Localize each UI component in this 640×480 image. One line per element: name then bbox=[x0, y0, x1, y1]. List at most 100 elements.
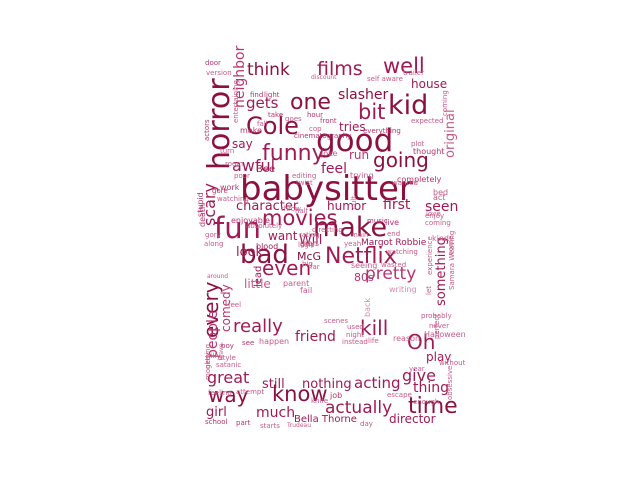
word-watching: watching bbox=[217, 195, 249, 203]
word-without: without bbox=[439, 359, 466, 367]
word-wanted: wanted bbox=[392, 179, 418, 187]
word-along: along bbox=[204, 240, 224, 248]
word-bee: Bee bbox=[256, 164, 276, 175]
word-give: give bbox=[402, 366, 436, 385]
word-scenes: scenes bbox=[324, 317, 349, 325]
word-mcg: McG bbox=[297, 250, 322, 263]
word-men: men bbox=[300, 239, 318, 248]
word-bit: bit bbox=[358, 100, 386, 124]
word-trudeau: Trudeau bbox=[287, 422, 312, 429]
word-80s: 80s bbox=[354, 271, 374, 284]
word-first: first bbox=[383, 197, 411, 213]
word-will: Will bbox=[299, 233, 323, 248]
word-nothing: nothing bbox=[302, 377, 352, 392]
word-life: life bbox=[368, 337, 379, 345]
word-trying: trying bbox=[350, 171, 374, 180]
word-cult: cult bbox=[350, 196, 358, 209]
word-thing: thing bbox=[413, 380, 450, 396]
word-cinematography: cinematography bbox=[294, 132, 352, 140]
word-humor: humor bbox=[327, 199, 367, 213]
word-thought: thought bbox=[413, 147, 445, 156]
word-fail: fail bbox=[300, 286, 313, 295]
word-hour: hour bbox=[307, 111, 324, 119]
word-friend: friend bbox=[295, 329, 336, 345]
word-directing: directing bbox=[312, 226, 343, 234]
word-netflix: Netflix bbox=[325, 244, 397, 269]
word-see: see bbox=[242, 339, 255, 347]
word-front: front bbox=[320, 117, 337, 125]
word-main: main bbox=[351, 231, 369, 239]
word-far: far bbox=[310, 263, 320, 271]
word-director: director bbox=[389, 412, 436, 426]
word-cole: Cole bbox=[246, 112, 299, 140]
word-gory: gory bbox=[205, 231, 221, 239]
word-escape: escape bbox=[387, 391, 412, 399]
word-experience: experience bbox=[426, 236, 434, 275]
word-light: light bbox=[264, 91, 280, 99]
word-seeing: seeing bbox=[351, 261, 378, 270]
word-half: half bbox=[295, 207, 309, 215]
word-fall: fall bbox=[257, 120, 268, 128]
word-parent: parent bbox=[283, 279, 310, 288]
word-twist: twist bbox=[296, 179, 313, 187]
word-trailer: trailer bbox=[403, 69, 424, 77]
word-night: night bbox=[346, 331, 365, 339]
word-slasher: slasher bbox=[338, 87, 389, 103]
word-babysitter: babysitter bbox=[240, 169, 413, 209]
word-actors: actors bbox=[203, 119, 211, 141]
word-editing: editing bbox=[292, 172, 317, 180]
word-tries: tries bbox=[339, 120, 366, 134]
word-run: run bbox=[349, 148, 370, 162]
word-instead: instead bbox=[342, 338, 368, 346]
word-want: want bbox=[268, 229, 298, 243]
word-play: play bbox=[426, 350, 452, 364]
word-awful: awful bbox=[232, 156, 276, 175]
word-way: way bbox=[208, 383, 249, 407]
word-end: end bbox=[387, 230, 401, 238]
word-girl: girl bbox=[206, 405, 227, 420]
word-films: films bbox=[317, 58, 363, 80]
word-let: let bbox=[425, 286, 433, 295]
word-job: job bbox=[330, 391, 343, 400]
word-say: say bbox=[232, 137, 253, 151]
word-gets: gets bbox=[246, 94, 279, 112]
word-guys: guys bbox=[300, 239, 320, 248]
word-plot: plot bbox=[411, 140, 425, 148]
word-time: time bbox=[408, 394, 458, 419]
word-bed: bed bbox=[433, 188, 449, 197]
word-coming: coming bbox=[425, 219, 451, 227]
word-reason: reason bbox=[393, 334, 421, 343]
word-halloween: Halloween bbox=[424, 330, 466, 339]
word-goes: goes bbox=[285, 115, 302, 123]
word-fun: fun bbox=[214, 211, 261, 245]
word-obsessive: obsessive bbox=[446, 365, 454, 400]
word-think: think bbox=[247, 60, 290, 80]
word-feel: feel bbox=[228, 301, 242, 309]
word-gore: gore bbox=[212, 187, 228, 195]
word-much: much bbox=[256, 405, 296, 421]
word-back: back bbox=[363, 297, 372, 317]
word-lead: lead bbox=[253, 265, 264, 287]
word-perfect: perfect bbox=[433, 314, 441, 339]
word-good: good bbox=[316, 123, 394, 159]
word-writing: writing bbox=[389, 285, 417, 294]
word-movies: movies bbox=[262, 206, 338, 230]
word-entertaining: entertaining bbox=[232, 80, 240, 123]
word-rating: rating bbox=[299, 231, 320, 239]
word-margot-robbie: Margot Robbie bbox=[361, 238, 427, 248]
word-everything: everything bbox=[363, 127, 401, 135]
word-seen: seen bbox=[425, 199, 459, 215]
word-work: work bbox=[220, 183, 240, 192]
word-still: still bbox=[262, 377, 285, 392]
word-turn: turn bbox=[220, 147, 235, 155]
word-feel: feel bbox=[321, 161, 348, 177]
word-going: going bbox=[373, 148, 429, 172]
word-knife: knife bbox=[311, 397, 329, 405]
word-completely: completely bbox=[397, 175, 442, 184]
word-make: make bbox=[240, 126, 262, 135]
word-probably: probably bbox=[421, 312, 452, 320]
word-big: big bbox=[302, 260, 313, 268]
word-enough: enough bbox=[413, 398, 440, 406]
word-character: character bbox=[236, 199, 299, 214]
word-discount: discount bbox=[311, 74, 337, 81]
